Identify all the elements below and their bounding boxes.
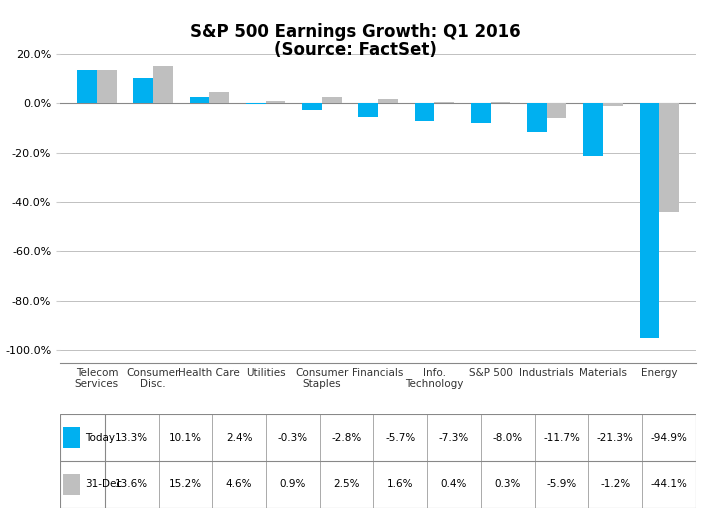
Text: -5.9%: -5.9%: [547, 479, 577, 490]
Bar: [435, 102, 454, 103]
Text: -1.2%: -1.2%: [600, 479, 630, 490]
Text: Health Care: Health Care: [178, 368, 240, 378]
Text: Financials: Financials: [352, 368, 404, 378]
Text: -7.3%: -7.3%: [439, 433, 469, 443]
Bar: [584, 103, 603, 156]
Bar: [63, 474, 80, 495]
Bar: [209, 92, 229, 103]
Text: -11.7%: -11.7%: [543, 433, 580, 443]
Text: 15.2%: 15.2%: [169, 479, 202, 490]
Bar: [302, 103, 322, 110]
Text: -94.9%: -94.9%: [650, 433, 687, 443]
Text: Telecom
Services: Telecom Services: [75, 368, 119, 390]
Bar: [63, 427, 80, 448]
Text: S&P 500: S&P 500: [469, 368, 513, 378]
Bar: [527, 103, 547, 132]
Bar: [415, 103, 435, 121]
Bar: [190, 97, 209, 103]
Text: 4.6%: 4.6%: [226, 479, 252, 490]
Bar: [359, 103, 378, 117]
Text: -44.1%: -44.1%: [650, 479, 687, 490]
Bar: [640, 103, 660, 338]
Text: 13.6%: 13.6%: [115, 479, 148, 490]
Text: Today: Today: [85, 433, 115, 443]
Text: -0.3%: -0.3%: [278, 433, 308, 443]
Text: Energy: Energy: [641, 368, 677, 378]
Bar: [133, 78, 153, 103]
Text: 1.6%: 1.6%: [387, 479, 413, 490]
Bar: [266, 101, 285, 103]
Text: 2.5%: 2.5%: [333, 479, 360, 490]
Text: Industrials: Industrials: [520, 368, 574, 378]
Text: Materials: Materials: [579, 368, 627, 378]
Text: S&P 500 Earnings Growth: Q1 2016: S&P 500 Earnings Growth: Q1 2016: [190, 23, 520, 41]
Bar: [660, 103, 679, 212]
Text: 0.9%: 0.9%: [280, 479, 306, 490]
Bar: [153, 66, 173, 103]
Text: 13.3%: 13.3%: [115, 433, 148, 443]
Text: -21.3%: -21.3%: [597, 433, 633, 443]
Bar: [378, 99, 398, 103]
Bar: [603, 103, 623, 106]
Text: Info.
Technology: Info. Technology: [405, 368, 464, 390]
Bar: [547, 103, 567, 118]
Text: 2.4%: 2.4%: [226, 433, 252, 443]
Bar: [322, 97, 342, 103]
Text: -2.8%: -2.8%: [332, 433, 361, 443]
Text: (Source: FactSet): (Source: FactSet): [273, 41, 437, 60]
Bar: [246, 103, 266, 104]
Bar: [77, 70, 97, 103]
Text: 10.1%: 10.1%: [169, 433, 202, 443]
Bar: [97, 69, 116, 103]
Text: Consumer
Staples: Consumer Staples: [295, 368, 349, 390]
Text: 31-Dec: 31-Dec: [85, 479, 122, 490]
Text: -5.7%: -5.7%: [386, 433, 415, 443]
Text: 0.4%: 0.4%: [441, 479, 467, 490]
Text: -8.0%: -8.0%: [493, 433, 523, 443]
Text: Consumer
Disc.: Consumer Disc.: [126, 368, 180, 390]
Text: 0.3%: 0.3%: [495, 479, 521, 490]
Text: Utilities: Utilities: [246, 368, 285, 378]
FancyBboxPatch shape: [60, 414, 696, 508]
Bar: [471, 103, 491, 123]
